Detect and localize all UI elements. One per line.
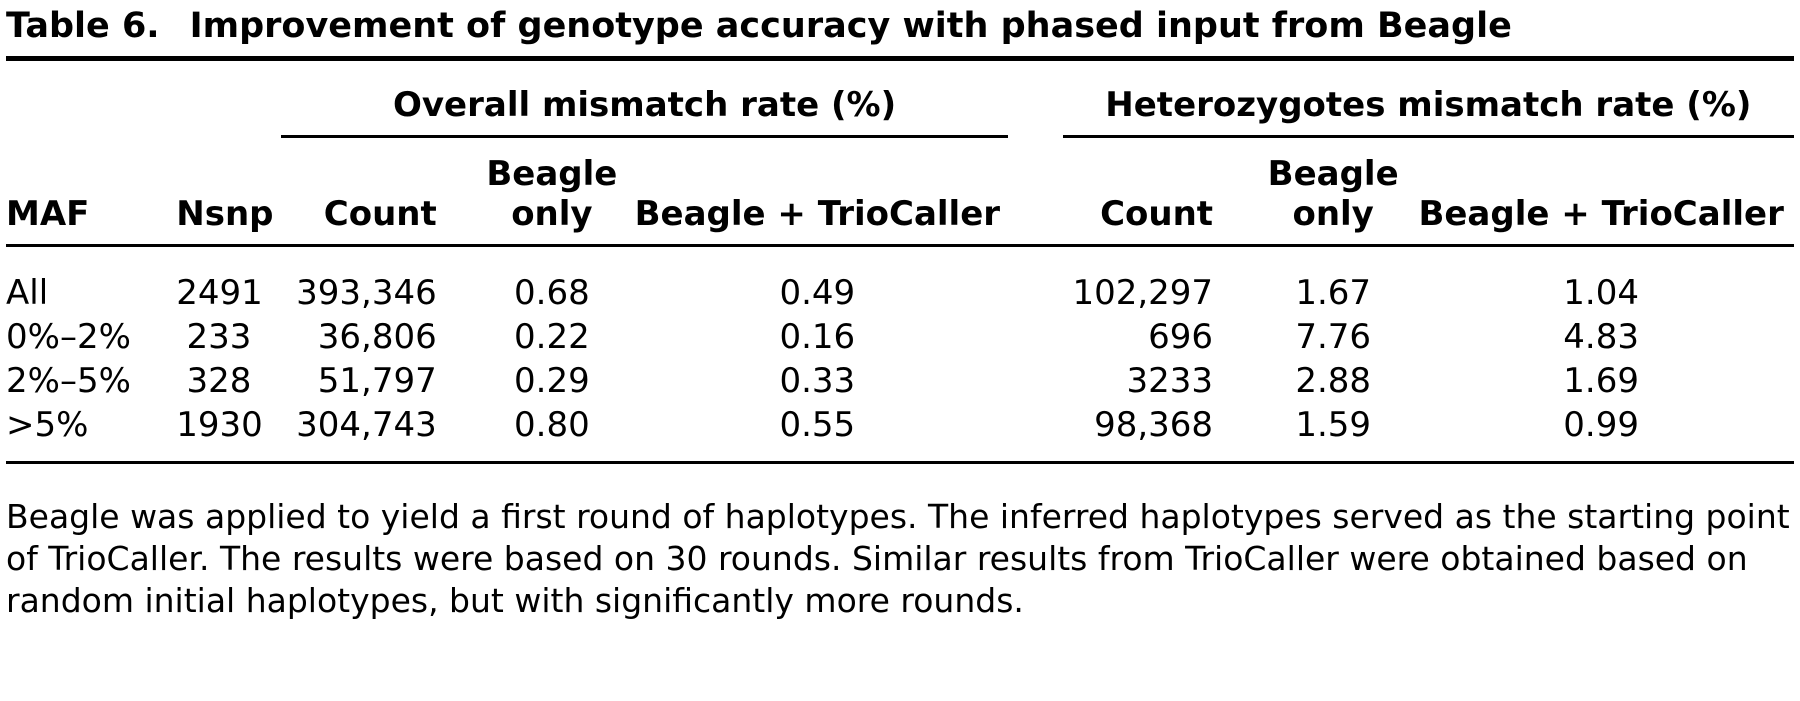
cell-beagle-triocaller-het: 1.69 [1563,361,1639,401]
spacer-cell [1008,59,1063,137]
cell-nsnp: 2491 [176,273,263,313]
group-header-empty [6,59,281,137]
cell-beagle-triocaller-overall: 0.55 [627,403,1008,464]
column-header-count-overall: Count [281,136,477,247]
cell-beagle-only-overall: 0.68 [514,273,590,313]
column-header-beagle-triocaller-overall: Beagle + TrioCaller [627,136,1008,247]
column-header-count-het: Count [1062,136,1259,247]
cell-count-overall: 304,743 [281,403,477,464]
table-title: Table 6. Improvement of genotype accuracy… [6,2,1794,56]
table-row: 2%–5% 328 51,797 0.29 0.33 3233 2.88 1.6… [6,359,1794,403]
column-header-row: MAF Nsnp Count Beagle only Beagle + Trio… [6,136,1794,247]
table-caption: Improvement of genotype accuracy with ph… [189,6,1512,46]
column-header-beagle-only-overall: Beagle only [476,136,627,247]
cell-count-overall: 51,797 [317,361,437,401]
column-header-beagle-triocaller-het: Beagle + TrioCaller [1408,136,1794,247]
cell-beagle-only-overall: 0.22 [514,317,590,357]
cell-beagle-triocaller-het: 4.83 [1563,317,1639,357]
cell-beagle-only-het: 1.59 [1258,403,1409,464]
cell-count-overall: 36,806 [317,317,437,357]
cell-count-overall: 393,346 [296,273,437,313]
cell-maf: All [6,273,49,313]
table-row: 0%–2% 233 36,806 0.22 0.16 696 7.76 4.83 [6,315,1794,359]
cell-beagle-only-het: 1.67 [1295,273,1372,313]
cell-beagle-only-het: 2.88 [1295,361,1372,401]
cell-nsnp: 328 [186,361,252,401]
cell-beagle-only-het: 7.76 [1295,317,1372,357]
cell-count-het: 3233 [1126,361,1214,401]
cell-maf: 2%–5% [6,361,131,401]
cell-beagle-triocaller-overall: 0.16 [779,317,856,357]
table-footnote: Beagle was applied to yield a first roun… [6,497,1790,620]
spacer-cell [1007,136,1063,247]
column-header-maf: MAF [6,136,177,247]
spacer-cell [1008,246,1063,316]
cell-nsnp: 233 [186,317,252,357]
table-row: All 2491 393,346 0.68 0.49 102,297 1.67 … [6,246,1794,316]
spacer-cell [1008,359,1063,403]
cell-beagle-triocaller-overall: 0.49 [779,273,856,313]
cell-beagle-triocaller-overall: 0.33 [779,361,856,401]
column-header-beagle-only-het: Beagle only [1258,136,1409,247]
cell-beagle-only-overall: 0.80 [476,403,627,464]
group-header-overall: Overall mismatch rate (%) [281,58,1008,138]
paper-table-figure: Table 6. Improvement of genotype accuracy… [6,2,1794,620]
data-table: Overall mismatch rate (%) Heterozygotes … [6,56,1794,464]
cell-count-het: 98,368 [1062,403,1259,464]
table-row: >5% 1930 304,743 0.80 0.55 98,368 1.59 0… [6,403,1794,464]
cell-maf: 0%–2% [6,317,131,357]
spacer-cell [1008,315,1063,359]
cell-count-het: 696 [1148,317,1214,357]
cell-beagle-triocaller-het: 1.04 [1563,273,1639,313]
table-number: Table 6. [6,6,160,46]
group-header-heterozygotes: Heterozygotes mismatch rate (%) [1062,58,1794,138]
cell-nsnp: 1930 [176,403,282,464]
column-header-nsnp: Nsnp [176,136,282,247]
spacer-cell [1007,403,1063,464]
cell-beagle-triocaller-het: 0.99 [1408,403,1794,464]
group-header-row: Overall mismatch rate (%) Heterozygotes … [6,58,1794,138]
cell-count-het: 102,297 [1072,273,1214,313]
cell-maf: >5% [6,403,177,464]
cell-beagle-only-overall: 0.29 [514,361,590,401]
